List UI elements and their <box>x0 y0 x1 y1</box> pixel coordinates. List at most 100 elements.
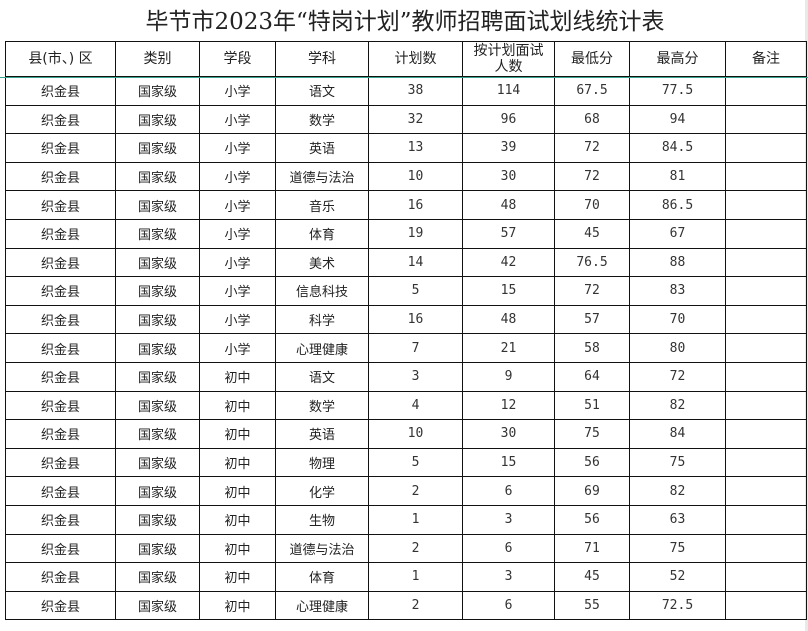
cell-county[interactable]: 织金县 <box>5 218 116 249</box>
cell-subject[interactable]: 英语 <box>275 419 369 449</box>
cell-category[interactable]: 国家级 <box>115 504 200 535</box>
cell-plan-count[interactable]: 16 <box>368 190 463 220</box>
cell-interview-count[interactable]: 3 <box>462 562 555 592</box>
cell-interview-count[interactable]: 12 <box>462 390 555 421</box>
cell-interview-count[interactable]: 15 <box>462 447 555 478</box>
cell-interview-count[interactable]: 9 <box>462 361 555 392</box>
cell-max-score[interactable]: 88 <box>629 247 726 278</box>
cell-level[interactable]: 初中 <box>199 562 276 592</box>
cell-subject[interactable]: 信息科技 <box>275 276 369 306</box>
cell-subject[interactable]: 道德与法治 <box>275 161 369 192</box>
cell-county[interactable]: 织金县 <box>5 390 116 421</box>
cell-interview-count[interactable]: 57 <box>462 218 555 249</box>
cell-remarks[interactable] <box>725 276 807 306</box>
cell-plan-count[interactable]: 1 <box>368 562 463 592</box>
cell-plan-count[interactable]: 16 <box>368 304 463 335</box>
cell-county[interactable]: 织金县 <box>5 504 116 535</box>
cell-interview-count[interactable]: 6 <box>462 590 555 621</box>
cell-interview-count[interactable]: 42 <box>462 247 555 278</box>
cell-interview-count[interactable]: 21 <box>462 333 555 363</box>
cell-plan-count[interactable]: 3 <box>368 361 463 392</box>
cell-county[interactable]: 织金县 <box>5 333 116 363</box>
cell-max-score[interactable]: 80 <box>629 333 726 363</box>
cell-subject[interactable]: 化学 <box>275 476 369 506</box>
header-max-score[interactable]: 最高分 <box>629 41 726 77</box>
cell-county[interactable]: 织金县 <box>5 190 116 220</box>
header-min-score[interactable]: 最低分 <box>554 41 630 77</box>
cell-max-score[interactable]: 75 <box>629 533 726 564</box>
cell-remarks[interactable] <box>725 161 807 192</box>
cell-min-score[interactable]: 68 <box>554 104 630 135</box>
cell-category[interactable]: 国家级 <box>115 276 200 306</box>
cell-county[interactable]: 织金县 <box>5 161 116 192</box>
cell-plan-count[interactable]: 10 <box>368 161 463 192</box>
cell-interview-count[interactable]: 3 <box>462 504 555 535</box>
cell-subject[interactable]: 语文 <box>275 76 369 106</box>
cell-level[interactable]: 小学 <box>199 304 276 335</box>
cell-plan-count[interactable]: 2 <box>368 476 463 506</box>
cell-max-score[interactable]: 70 <box>629 304 726 335</box>
cell-plan-count[interactable]: 13 <box>368 133 463 163</box>
cell-remarks[interactable] <box>725 562 807 592</box>
cell-category[interactable]: 国家级 <box>115 76 200 106</box>
cell-min-score[interactable]: 76.5 <box>554 247 630 278</box>
cell-level[interactable]: 小学 <box>199 218 276 249</box>
cell-max-score[interactable]: 72.5 <box>629 590 726 621</box>
cell-county[interactable]: 织金县 <box>5 361 116 392</box>
cell-category[interactable]: 国家级 <box>115 419 200 449</box>
cell-level[interactable]: 小学 <box>199 276 276 306</box>
cell-level[interactable]: 初中 <box>199 390 276 421</box>
cell-subject[interactable]: 语文 <box>275 361 369 392</box>
cell-min-score[interactable]: 58 <box>554 333 630 363</box>
cell-category[interactable]: 国家级 <box>115 247 200 278</box>
cell-subject[interactable]: 数学 <box>275 390 369 421</box>
cell-level[interactable]: 初中 <box>199 447 276 478</box>
cell-level[interactable]: 小学 <box>199 133 276 163</box>
cell-interview-count[interactable]: 96 <box>462 104 555 135</box>
cell-level[interactable]: 初中 <box>199 361 276 392</box>
cell-interview-count[interactable]: 6 <box>462 533 555 564</box>
cell-plan-count[interactable]: 5 <box>368 276 463 306</box>
cell-remarks[interactable] <box>725 333 807 363</box>
cell-plan-count[interactable]: 5 <box>368 447 463 478</box>
cell-category[interactable]: 国家级 <box>115 218 200 249</box>
cell-max-score[interactable]: 77.5 <box>629 76 726 106</box>
cell-min-score[interactable]: 56 <box>554 504 630 535</box>
cell-level[interactable]: 初中 <box>199 476 276 506</box>
cell-category[interactable]: 国家级 <box>115 161 200 192</box>
cell-min-score[interactable]: 72 <box>554 161 630 192</box>
cell-subject[interactable]: 生物 <box>275 504 369 535</box>
cell-county[interactable]: 织金县 <box>5 247 116 278</box>
cell-min-score[interactable]: 56 <box>554 447 630 478</box>
cell-county[interactable]: 织金县 <box>5 76 116 106</box>
cell-plan-count[interactable]: 32 <box>368 104 463 135</box>
cell-category[interactable]: 国家级 <box>115 562 200 592</box>
cell-plan-count[interactable]: 19 <box>368 218 463 249</box>
cell-min-score[interactable]: 45 <box>554 562 630 592</box>
cell-subject[interactable]: 物理 <box>275 447 369 478</box>
cell-county[interactable]: 织金县 <box>5 533 116 564</box>
cell-max-score[interactable]: 63 <box>629 504 726 535</box>
cell-subject[interactable]: 英语 <box>275 133 369 163</box>
cell-level[interactable]: 初中 <box>199 419 276 449</box>
cell-max-score[interactable]: 84 <box>629 419 726 449</box>
cell-subject[interactable]: 心理健康 <box>275 590 369 621</box>
cell-min-score[interactable]: 64 <box>554 361 630 392</box>
cell-remarks[interactable] <box>725 590 807 621</box>
header-interview-count[interactable]: 按计划面试人数 <box>462 41 555 77</box>
cell-interview-count[interactable]: 15 <box>462 276 555 306</box>
cell-county[interactable]: 织金县 <box>5 133 116 163</box>
cell-remarks[interactable] <box>725 419 807 449</box>
cell-level[interactable]: 小学 <box>199 190 276 220</box>
cell-county[interactable]: 织金县 <box>5 304 116 335</box>
cell-remarks[interactable] <box>725 104 807 135</box>
cell-interview-count[interactable]: 114 <box>462 76 555 106</box>
cell-remarks[interactable] <box>725 476 807 506</box>
cell-level[interactable]: 小学 <box>199 161 276 192</box>
header-remarks[interactable]: 备注 <box>725 41 807 77</box>
header-category[interactable]: 类别 <box>115 41 200 77</box>
cell-category[interactable]: 国家级 <box>115 390 200 421</box>
cell-subject[interactable]: 体育 <box>275 218 369 249</box>
cell-min-score[interactable]: 57 <box>554 304 630 335</box>
cell-subject[interactable]: 道德与法治 <box>275 533 369 564</box>
